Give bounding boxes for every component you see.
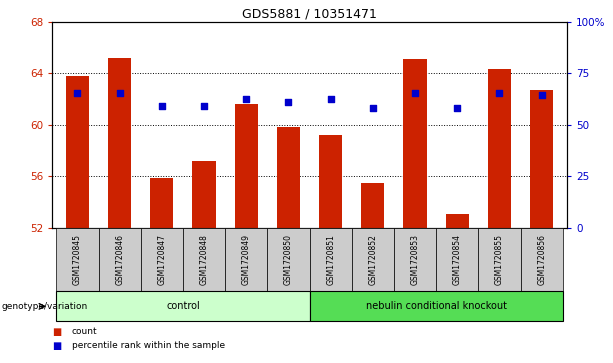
Bar [108, 58, 131, 228]
Text: GSM1720845: GSM1720845 [73, 234, 82, 285]
Point [495, 90, 504, 95]
Text: GSM1720856: GSM1720856 [537, 234, 546, 285]
Text: GSM1720848: GSM1720848 [200, 234, 208, 285]
Text: control: control [166, 301, 200, 311]
Point [410, 90, 420, 95]
Bar [150, 178, 173, 228]
Point [326, 96, 335, 102]
Bar [478, 228, 520, 291]
Text: GSM1720850: GSM1720850 [284, 234, 293, 285]
Text: count: count [72, 327, 97, 337]
Text: ■: ■ [52, 327, 61, 337]
Bar [446, 214, 469, 228]
Bar [99, 228, 141, 291]
Text: GSM1720851: GSM1720851 [326, 234, 335, 285]
Text: GSM1720853: GSM1720853 [411, 234, 419, 285]
Point [284, 99, 294, 105]
Bar [403, 59, 427, 228]
Text: GSM1720847: GSM1720847 [158, 234, 166, 285]
Point [537, 92, 547, 98]
Bar [394, 228, 436, 291]
Bar [319, 135, 342, 228]
Text: genotype/variation: genotype/variation [1, 302, 88, 311]
Text: nebulin conditional knockout: nebulin conditional knockout [366, 301, 507, 311]
Text: GSM1720855: GSM1720855 [495, 234, 504, 285]
Point [242, 96, 251, 102]
Bar [310, 291, 563, 321]
Title: GDS5881 / 10351471: GDS5881 / 10351471 [242, 8, 377, 21]
Bar [530, 90, 554, 228]
Point [452, 105, 462, 111]
Point [368, 105, 378, 111]
Bar [225, 228, 267, 291]
Bar [56, 291, 310, 321]
Bar [277, 127, 300, 228]
Point [72, 90, 82, 95]
Text: percentile rank within the sample: percentile rank within the sample [72, 341, 225, 350]
Text: GSM1720846: GSM1720846 [115, 234, 124, 285]
Bar [520, 228, 563, 291]
Text: GSM1720849: GSM1720849 [242, 234, 251, 285]
Text: GSM1720854: GSM1720854 [453, 234, 462, 285]
Bar [235, 104, 258, 228]
Bar [183, 228, 225, 291]
Bar [352, 228, 394, 291]
Bar [488, 69, 511, 228]
Bar [267, 228, 310, 291]
Bar [141, 228, 183, 291]
Bar [361, 183, 384, 228]
Bar [56, 228, 99, 291]
Text: ■: ■ [52, 341, 61, 351]
Bar [192, 161, 216, 228]
Point [157, 103, 167, 109]
Text: GSM1720852: GSM1720852 [368, 234, 378, 285]
Bar [436, 228, 478, 291]
Bar [66, 76, 89, 228]
Point [199, 103, 209, 109]
Point [115, 90, 124, 95]
Bar [310, 228, 352, 291]
